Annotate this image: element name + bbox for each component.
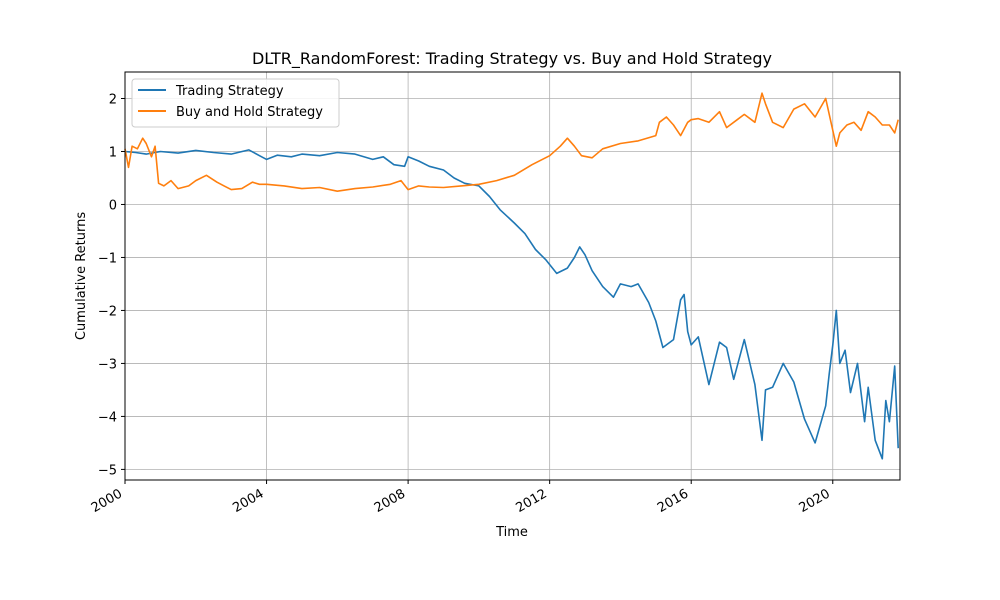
legend-label-trading-strategy: Trading Strategy	[175, 84, 284, 99]
y-tick-label: 0	[109, 198, 117, 213]
y-tick-label: −5	[98, 463, 117, 478]
y-tick-label: −3	[98, 357, 117, 372]
y-tick-label: −1	[98, 251, 117, 266]
y-tick-label: −2	[98, 304, 117, 319]
y-axis-title: Cumulative Returns	[74, 212, 89, 340]
series-lines	[124, 92, 899, 460]
series-line-buy-and-hold-strategy	[124, 92, 899, 192]
chart-title: DLTR_RandomForest: Trading Strategy vs. …	[252, 49, 772, 69]
legend-label-buy-and-hold-strategy: Buy and Hold Strategy	[176, 105, 323, 120]
series-line-trading-strategy	[124, 149, 899, 460]
y-tick-label: −4	[98, 410, 117, 425]
legend-box	[131, 78, 340, 128]
plot-frame	[124, 71, 901, 481]
y-tick-label: 1	[109, 145, 117, 160]
y-tick-label: 2	[109, 92, 117, 107]
legend: Trading Strategy Buy and Hold Strategy	[131, 78, 340, 128]
x-axis-title: Time	[495, 525, 528, 540]
